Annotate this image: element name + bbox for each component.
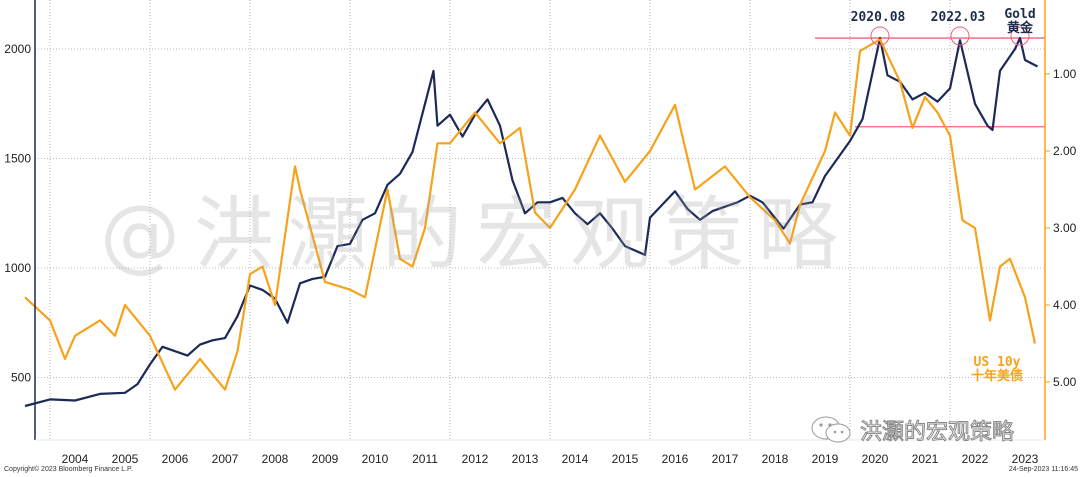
wechat-icon <box>811 416 851 443</box>
right-tick-label: 5.00 <box>1053 375 1077 389</box>
left-tick-label: 2000 <box>4 42 31 56</box>
x-tick-label: 2021 <box>912 452 939 466</box>
timestamp: 24-Sep-2023 11:16:45 <box>1008 466 1078 473</box>
x-tick-label: 2012 <box>462 452 489 466</box>
x-tick-label: 2011 <box>412 452 438 466</box>
highlight-circle <box>870 26 890 46</box>
right-tick-label: 1.00 <box>1053 67 1077 81</box>
us10y-label: US 10y <box>974 355 1021 370</box>
left-tick-label: 500 <box>11 371 31 385</box>
annotation-sublabel: 黄金 <box>1007 20 1034 36</box>
right-tick-label: 4.00 <box>1053 298 1077 312</box>
annotation-label: 2020.08 <box>851 10 906 25</box>
left-tick-label: 1000 <box>4 261 31 275</box>
watermark: @洪灝的宏观策略 <box>100 188 852 281</box>
highlight-circle <box>1010 26 1030 46</box>
x-tick-label: 2014 <box>562 452 589 466</box>
x-tick-label: 2010 <box>362 452 389 466</box>
x-tick-label: 2020 <box>862 452 889 466</box>
copyright: Copyright© 2023 Bloomberg Finance L.P. <box>4 466 133 473</box>
annotation-label: 2022.03 <box>931 10 986 25</box>
annotation-label: Gold <box>1004 7 1035 22</box>
x-tick-label: 2006 <box>162 452 189 466</box>
left-tick-label: 1500 <box>4 152 31 166</box>
x-tick-label: 2004 <box>62 452 89 466</box>
us10y-series-line <box>24 38 1037 391</box>
x-tick-label: 2016 <box>662 452 689 466</box>
x-tick-label: 2005 <box>112 452 139 466</box>
highlight-circle <box>950 26 970 46</box>
brand-text: 洪灝的宏观策略 <box>859 420 1015 446</box>
right-tick-label: 2.00 <box>1053 144 1077 158</box>
right-tick-label: 3.00 <box>1053 221 1077 235</box>
x-tick-label: 2007 <box>212 452 239 466</box>
x-tick-label: 2019 <box>812 452 839 466</box>
x-tick-label: 2008 <box>262 452 289 466</box>
x-tick-label: 2017 <box>712 452 739 466</box>
brand: 洪灝的宏观策略 <box>810 414 1015 446</box>
x-tick-label: 2022 <box>962 452 989 466</box>
x-tick-label: 2018 <box>762 452 789 466</box>
x-tick-label: 2023 <box>1012 452 1039 466</box>
x-tick-label: 2015 <box>612 452 639 466</box>
us10y-sublabel: 十年美债 <box>971 368 1023 384</box>
x-tick-label: 2009 <box>312 452 339 466</box>
x-tick-label: 2013 <box>512 452 539 466</box>
